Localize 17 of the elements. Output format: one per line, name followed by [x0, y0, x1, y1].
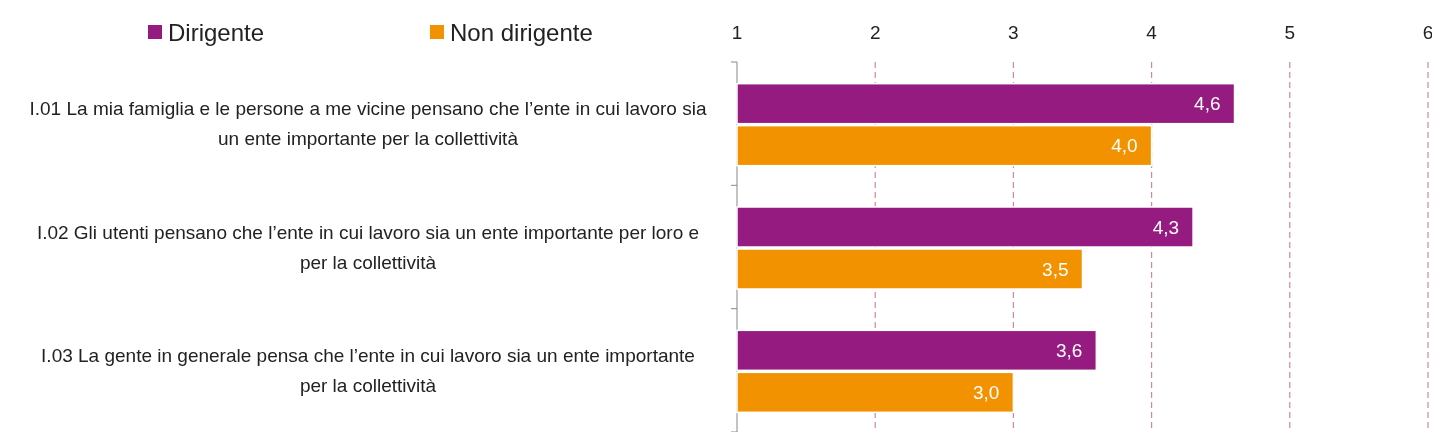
data-label: 3,6	[1055, 339, 1083, 361]
x-tick-label: 6	[1422, 21, 1434, 43]
x-tick-label: 2	[869, 21, 881, 43]
x-tick-label: 1	[731, 21, 743, 43]
legend-label: Non dirigente	[450, 19, 593, 47]
x-tick-label: 4	[1146, 21, 1158, 43]
data-label: 4,3	[1152, 216, 1180, 238]
y-tick-label: I.01 La mia famiglia e le persone a me vicine pensano che l’ente in cui lavoro sia un ente importante per la collettività	[29, 98, 707, 150]
y-tick-label: I.03 La gente in generale pensa che l’ente in cui lavoro sia un ente importante per la collettività	[41, 344, 695, 396]
legend-label: Dirigente	[168, 19, 265, 47]
data-label: 3,5	[1042, 258, 1069, 280]
data-label: 3,0	[972, 381, 1000, 403]
x-tick-label: 5	[1284, 21, 1296, 43]
y-tick-label: I.02 Gli utenti pensano che l’ente in cui lavoro sia un ente importante per loro e per la collettività	[36, 221, 700, 273]
data-label: 4,6	[1194, 93, 1221, 115]
x-tick-label: 3	[1008, 21, 1019, 43]
data-label: 4,0	[1111, 135, 1138, 157]
